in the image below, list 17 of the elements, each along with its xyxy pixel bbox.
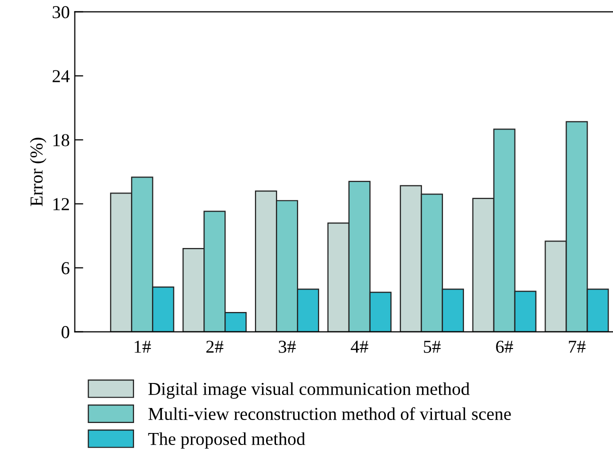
x-tick-label: 3#: [278, 340, 296, 353]
y-tick-label: 24: [52, 70, 70, 82]
y-tick-label: 6: [62, 262, 70, 274]
x-tick-label: 1#: [134, 340, 151, 353]
legend-label: Multi-view reconstruction method of virtual scene: [148, 407, 511, 420]
y-tick-label: 18: [53, 134, 70, 146]
x-tick-label: 4#: [350, 340, 368, 353]
y-tick-label: 30: [52, 6, 70, 18]
x-tick-label: 7#: [568, 340, 586, 353]
legend-label: Digital image visual communication method: [148, 382, 470, 399]
y-axis-title: Error (%): [30, 138, 46, 206]
x-tick-label: 6#: [496, 340, 514, 353]
x-tick-label: 2#: [206, 340, 224, 353]
x-tick-label: 5#: [424, 340, 441, 353]
y-tick-label: 0: [62, 326, 70, 338]
y-tick-label: 12: [53, 198, 69, 210]
legend-label: The proposed method: [148, 432, 306, 449]
